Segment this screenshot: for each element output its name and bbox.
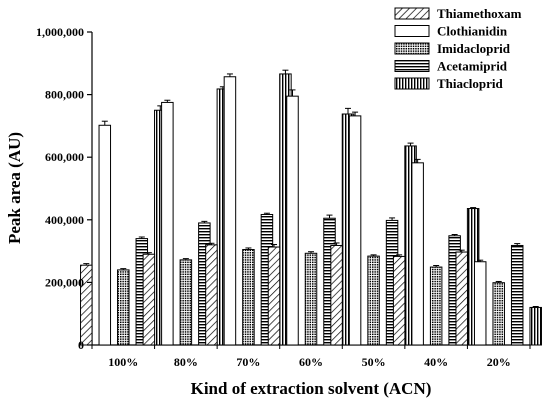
y-axis-title: Peak area (AU) [5,132,24,244]
y-tick-label: 600,000 [45,150,84,164]
bar [367,255,380,346]
bar [330,244,343,346]
x-tick-label: 40% [424,355,448,369]
legend-swatch [394,7,430,20]
bar [492,282,505,346]
bar [179,259,193,346]
bar [348,115,362,346]
bar [304,252,318,346]
y-ticks: 0 200,000 400,000 600,000 800,000 1,000,000 [36,25,92,352]
bar [161,101,174,346]
y-tick-label: 400,000 [45,213,84,227]
y-tick-label: 0 [78,338,84,352]
bar [98,124,112,346]
x-tick-label: 100% [108,355,138,369]
bar [242,249,255,346]
legend-label: Imidacloprid [437,41,511,56]
x-ticks: 100% 80% 70% 60% 50% 40% 20% [91,345,531,369]
bar [223,76,237,346]
bar [117,269,130,346]
x-tick-label: 20% [487,355,511,369]
legend-label: Thiacloprid [437,76,504,91]
x-tick-label: 50% [362,355,386,369]
bar [473,261,487,346]
legend: Thiamethoxam Clothianidin Imidacloprid Acet… [394,6,522,91]
legend-label: Acetamiprid [437,59,508,74]
bar [205,244,218,346]
legend-swatch [394,60,430,72]
y-tick-label: 800,000 [45,88,84,102]
bars-layer [80,69,542,346]
legend-swatch [394,25,430,37]
x-axis-title: Kind of extraction solvent (ACN) [191,379,432,398]
bar [411,162,424,346]
bar [510,244,524,346]
x-tick-label: 60% [299,355,323,369]
y-tick-label: 1,000,000 [36,25,84,39]
bar [142,253,156,346]
legend-label: Thiamethoxam [437,6,522,21]
bar [429,266,443,346]
legend-label: Clothianidin [437,24,508,39]
bar [455,251,468,346]
y-tick-label: 200,000 [45,275,84,289]
bar [267,246,281,346]
legend-swatch [394,42,430,55]
x-tick-label: 70% [236,355,260,369]
legend-swatch [394,77,430,90]
bar [286,95,299,346]
bar [529,306,542,346]
bar [392,255,406,346]
x-tick-label: 80% [174,355,198,369]
